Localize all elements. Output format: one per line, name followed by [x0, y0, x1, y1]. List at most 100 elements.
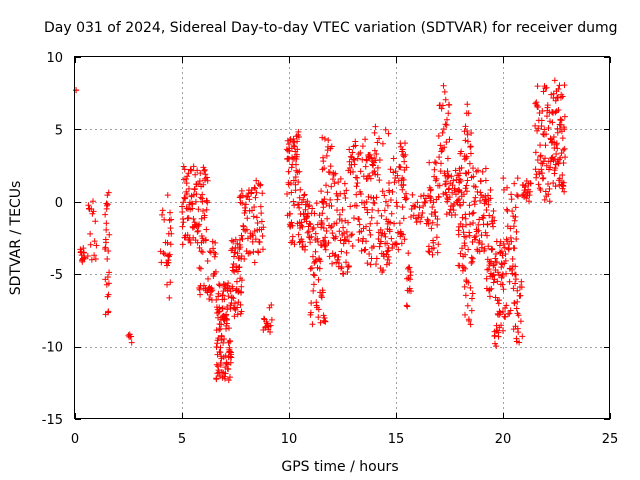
data-point: [295, 134, 302, 141]
data-point: [363, 223, 370, 230]
data-point: [216, 282, 223, 289]
data-point: [337, 175, 344, 182]
data-point: [234, 268, 241, 275]
data-point: [199, 249, 206, 256]
data-point: [229, 245, 236, 252]
data-point: [464, 131, 471, 138]
data-point: [290, 142, 297, 149]
data-point: [509, 208, 516, 215]
data-point: [437, 168, 444, 175]
data-point: [364, 260, 371, 267]
data-point: [509, 256, 516, 263]
data-point: [197, 265, 204, 272]
data-point: [252, 194, 259, 201]
data-point: [384, 202, 391, 209]
data-point: [400, 153, 407, 160]
y-tick-label: 0: [55, 196, 63, 211]
data-point: [355, 151, 362, 158]
data-point: [538, 166, 545, 173]
data-point: [417, 218, 424, 225]
data-point: [307, 239, 314, 246]
x-tick-label: 15: [388, 432, 405, 447]
data-point: [350, 156, 357, 163]
data-point: [558, 150, 565, 157]
data-point: [199, 235, 206, 242]
data-point: [246, 249, 253, 256]
data-point: [318, 224, 325, 231]
data-point: [321, 196, 328, 203]
data-point: [328, 143, 335, 150]
data-point: [363, 199, 370, 206]
data-point: [515, 312, 522, 319]
data-point: [348, 232, 355, 239]
data-point: [457, 250, 464, 257]
data-point: [460, 264, 467, 271]
data-point: [315, 314, 322, 321]
data-point: [543, 162, 550, 169]
data-point: [495, 333, 502, 340]
data-point: [516, 339, 523, 346]
data-point: [514, 298, 521, 305]
data-point: [252, 185, 259, 192]
data-point: [446, 136, 453, 143]
data-point: [467, 221, 474, 228]
data-point: [455, 231, 462, 238]
axis-ticks: 0 5 10 15 20 25 -15 -10 -5 0 5 10: [42, 51, 619, 447]
data-point: [475, 167, 482, 174]
data-point: [196, 264, 203, 271]
data-point: [559, 93, 566, 100]
data-point: [496, 297, 503, 304]
data-point: [160, 250, 167, 257]
data-point: [334, 196, 341, 203]
data-point: [416, 204, 423, 211]
data-point: [462, 215, 469, 222]
data-point: [338, 263, 345, 270]
data-point: [452, 211, 459, 218]
data-point: [310, 287, 317, 294]
data-point: [318, 188, 325, 195]
data-point: [485, 243, 492, 250]
data-point: [488, 245, 495, 252]
data-point: [201, 167, 208, 174]
data-point: [513, 305, 520, 312]
data-point: [394, 172, 401, 179]
data-point: [506, 278, 513, 285]
data-point: [104, 202, 111, 209]
data-point: [253, 189, 260, 196]
data-point: [332, 170, 339, 177]
data-point: [431, 166, 438, 173]
data-point: [226, 374, 233, 381]
data-point: [491, 332, 498, 339]
data-point: [374, 171, 381, 178]
data-point: [406, 264, 413, 271]
data-point: [462, 185, 469, 192]
data-point: [221, 296, 228, 303]
data-point: [559, 185, 566, 192]
data-point: [381, 230, 388, 237]
data-point: [183, 180, 190, 187]
data-point: [475, 221, 482, 228]
data-point: [308, 299, 315, 306]
data-point: [394, 229, 401, 236]
data-point: [462, 137, 469, 144]
data-point: [319, 221, 326, 228]
data-point: [317, 319, 324, 326]
data-point: [464, 302, 471, 309]
data-point: [458, 164, 465, 171]
data-point: [182, 194, 189, 201]
data-point: [352, 142, 359, 149]
data-point: [555, 106, 562, 113]
data-point: [498, 248, 505, 255]
data-point: [510, 285, 517, 292]
data-point: [251, 259, 258, 266]
data-point: [445, 186, 452, 193]
data-point: [333, 259, 340, 266]
data-point: [228, 354, 235, 361]
data-point: [526, 198, 533, 205]
data-point: [532, 149, 539, 156]
data-point: [316, 265, 323, 272]
data-point: [484, 232, 491, 239]
data-point: [167, 225, 174, 232]
data-point: [471, 198, 478, 205]
data-point: [439, 102, 446, 109]
